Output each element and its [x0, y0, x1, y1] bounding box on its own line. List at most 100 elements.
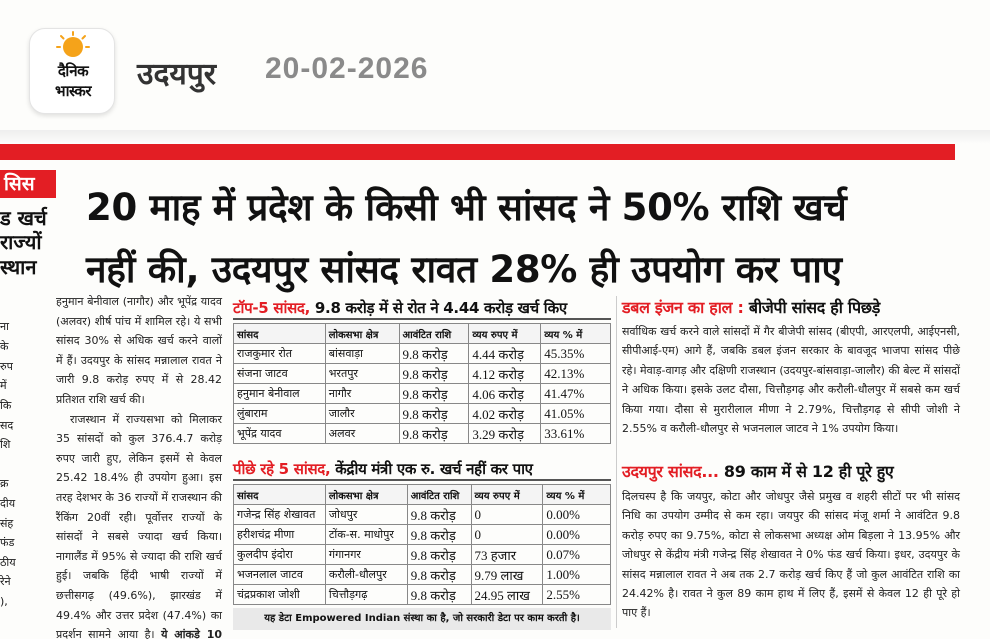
city-name: उदयपुर — [137, 57, 217, 92]
spent-amount: 0 — [470, 524, 544, 545]
sun-rays-icon — [56, 31, 90, 48]
sun-icon — [63, 37, 83, 57]
page-top-shadow — [0, 130, 990, 144]
top-red-rule — [0, 144, 955, 160]
body-paragraph-2-bold: ये आंकड़े 10 फरवरी 2026 तक के हैं। — [161, 628, 223, 639]
side-story-fragment: दीय — [0, 497, 16, 510]
logo-text-line1: दैनिक — [57, 62, 89, 80]
allotted-amount: 9.8 करोड़ — [398, 423, 470, 444]
spent-percent: 41.05% — [540, 403, 611, 424]
edition-date: 20-02-2026 — [265, 52, 429, 85]
column-header: व्यय रुपए में — [468, 323, 542, 344]
mp-name: हनुमान बेनीवाल — [233, 383, 326, 404]
side-story-fragment: कि — [0, 399, 12, 412]
side-story-heading-1: ड खर्च — [0, 206, 47, 230]
bottom5-title-text: केंद्रीय मंत्री एक रु. खर्च नहीं कर पाए — [335, 460, 533, 478]
mp-name: हरीशचंद्र मीणा — [233, 524, 326, 545]
udaipur-mp-heading: उदयपुर सांसद... 89 काम में से 12 ही पूरे… — [622, 460, 960, 482]
side-story-fragment: रुप — [0, 360, 13, 373]
double-engine-body: सर्वाधिक खर्च करने वाले सांसदों में गैर … — [622, 325, 960, 436]
allotted-amount: 9.8 करोड़ — [398, 403, 470, 424]
udaipur-mp-heading-highlight: उदयपुर सांसद... — [622, 462, 719, 481]
mp-name: संजना जाटव — [233, 363, 326, 384]
allotted-amount: 9.8 करोड़ — [398, 363, 470, 384]
spent-amount: 24.95 लाख — [470, 584, 544, 605]
column-header: व्यय रुपए में — [470, 484, 544, 505]
spent-percent: 0.00% — [542, 524, 611, 545]
constituency: अलवर — [324, 423, 400, 444]
top5-title-highlight: टॉप-5 सांसद, — [233, 299, 310, 317]
table-header-row: सांसद लोकसभा क्षेत्र आवंटित राशि व्यय रु… — [233, 323, 611, 344]
constituency: गंगानगर — [324, 544, 408, 565]
constituency: टोंक-स. माधोपुर — [324, 524, 408, 545]
allotted-amount: 9.8 करोड़ — [398, 383, 470, 404]
data-source-footnote: यह डेटा Empowered Indian संस्था का है, ज… — [233, 608, 611, 630]
bottom5-title-highlight: पीछे रहे 5 सांसद, — [233, 460, 331, 478]
allotted-amount: 9.8 करोड़ — [406, 544, 472, 565]
table-header-row: सांसद लोकसभा क्षेत्र आवंटित राशि व्यय रु… — [233, 484, 611, 505]
table-row: गजेन्द्र सिंह शेखावत जोधपुर 9.8 करोड़ 0 … — [233, 504, 611, 525]
spent-amount: 4.44 करोड़ — [468, 343, 542, 364]
spent-amount: 4.12 करोड़ — [468, 363, 542, 384]
column-divider — [616, 296, 617, 628]
side-story-heading-2: राज्यों — [0, 230, 42, 254]
bottom5-table: सांसद लोकसभा क्षेत्र आवंटित राशि व्यय रु… — [233, 484, 611, 605]
mp-name: भजनलाल जाटव — [233, 564, 326, 585]
top5-title-text: 9.8 करोड़ में से रोत ने 4.44 करोड़ खर्च … — [314, 299, 567, 317]
table-row: भूपेंद्र यादव अलवर 9.8 करोड़ 3.29 करोड़ … — [233, 423, 611, 444]
spent-amount: 73 हजार — [470, 544, 544, 565]
mp-name: चंद्रप्रकाश जोशी — [233, 584, 326, 605]
article-body-left: हनुमान बेनीवाल (नागौर) और भूपेंद्र यादव … — [56, 292, 222, 639]
side-story-fragment: रेने — [0, 575, 11, 588]
spent-amount: 4.06 करोड़ — [468, 383, 542, 404]
headline-line-1: 20 माह में प्रदेश के किसी भी सांसद ने 50… — [86, 186, 847, 229]
constituency: जालौर — [324, 403, 400, 424]
body-paragraph-2: राजस्थान में राज्यसभा को मिलाकर 35 सांसद… — [56, 410, 222, 639]
side-story-fragment: के — [0, 340, 9, 353]
top5-table: सांसद लोकसभा क्षेत्र आवंटित राशि व्यय रु… — [233, 323, 611, 444]
table-row: लुंबाराम जालौर 9.8 करोड़ 4.02 करोड़ 41.0… — [233, 403, 611, 424]
spent-percent: 45.35% — [540, 343, 611, 364]
allotted-amount: 9.8 करोड़ — [406, 584, 472, 605]
mp-name: गजेन्द्र सिंह शेखावत — [233, 504, 326, 525]
double-engine-heading-text: बीजेपी सांसद ही पिछड़े — [743, 298, 880, 317]
udaipur-mp-body: दिलचस्प है कि जयपुर, कोटा और जोधपुर जैसे… — [622, 490, 960, 620]
side-story-heading-3: स्थान — [0, 255, 37, 279]
spent-percent: 33.61% — [540, 423, 611, 444]
table-row: संजना जाटव भरतपुर 9.8 करोड़ 4.12 करोड़ 4… — [233, 363, 611, 384]
logo-text-line2: भास्कर — [55, 82, 91, 100]
spent-percent: 2.55% — [542, 584, 611, 605]
side-story-fragment: ठीय — [0, 556, 16, 569]
double-engine-heading-highlight: डबल इंजन का हाल : — [622, 298, 744, 317]
dainik-bhaskar-logo[interactable]: दैनिक भास्कर — [29, 28, 115, 114]
bottom5-table-title: पीछे रहे 5 सांसद, केंद्रीय मंत्री एक रु.… — [233, 457, 611, 481]
side-story-fragment: सद — [0, 419, 14, 432]
spent-amount: 3.29 करोड़ — [468, 423, 542, 444]
side-story-fragment: में — [0, 379, 7, 392]
side-story-fragment: क्र — [0, 477, 9, 490]
spent-percent: 0.00% — [542, 504, 611, 525]
spent-amount: 4.02 करोड़ — [468, 403, 542, 424]
column-header: व्यय % में — [540, 323, 611, 344]
column-header: लोकसभा क्षेत्र — [324, 323, 400, 344]
table-row: हरीशचंद्र मीणा टोंक-स. माधोपुर 9.8 करोड़… — [233, 524, 611, 545]
column-header: सांसद — [233, 484, 326, 505]
double-engine-heading: डबल इंजन का हाल : बीजेपी सांसद ही पिछड़े — [622, 296, 960, 318]
constituency: जोधपुर — [324, 504, 408, 525]
side-story-fragment: संह — [0, 517, 14, 530]
constituency: करौली-धौलपुर — [324, 564, 408, 585]
body-paragraph-1: हनुमान बेनीवाल (नागौर) और भूपेंद्र यादव … — [56, 295, 222, 406]
allotted-amount: 9.8 करोड़ — [406, 564, 472, 585]
body-paragraph-2-text: राजस्थान में राज्यसभा को मिलाकर 35 सांसद… — [56, 412, 222, 639]
table-row: राजकुमार रोत बांसवाड़ा 9.8 करोड़ 4.44 कर… — [233, 343, 611, 364]
side-story-fragment: फंड — [0, 536, 15, 549]
side-story-fragment: ना — [0, 320, 9, 333]
side-story-fragment: शि — [0, 438, 11, 451]
mp-name: लुंबाराम — [233, 403, 326, 424]
constituency: भरतपुर — [324, 363, 400, 384]
table-row: भजनलाल जाटव करौली-धौलपुर 9.8 करोड़ 9.79 … — [233, 564, 611, 585]
allotted-amount: 9.8 करोड़ — [398, 343, 470, 364]
udaipur-mp-heading-text: 89 काम में से 12 ही पूरे हुए — [718, 462, 894, 481]
constituency: नागौर — [324, 383, 400, 404]
side-story-fragment: ), — [0, 595, 8, 608]
